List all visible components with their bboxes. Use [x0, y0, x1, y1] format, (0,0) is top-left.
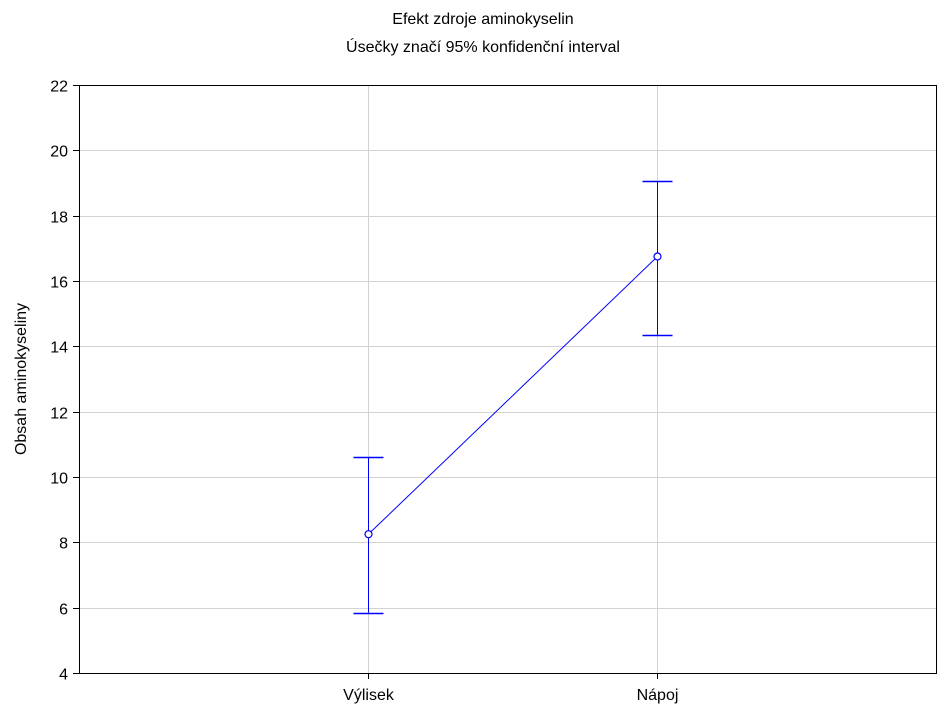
plot-frame: [79, 85, 937, 674]
y-tick-label: 4: [59, 667, 68, 684]
y-axis-label: Obsah aminokyseliny: [13, 303, 30, 455]
x-tick-label: Nápoj: [637, 687, 679, 704]
y-tick-label: 8: [59, 536, 68, 553]
y-tick-label: 12: [50, 406, 68, 423]
chart-title: Efekt zdroje aminokyselin: [392, 11, 573, 28]
y-tick-label: 10: [50, 471, 68, 488]
data-point: [653, 252, 662, 261]
y-tick-label: 16: [50, 275, 68, 292]
x-tick-label: Výlisek: [343, 687, 395, 704]
series: [353, 180, 673, 615]
y-tick-label: 18: [50, 210, 68, 227]
y-tick-label: 20: [50, 144, 68, 161]
y-tick-label: 6: [59, 602, 68, 619]
series-line: [368, 256, 658, 535]
chart-subtitle: Úsečky značí 95% konfidenční interval: [346, 37, 620, 56]
y-tick-label: 14: [50, 340, 68, 357]
grid: [79, 85, 937, 673]
axes: 4 6 8 10 12 14 16 18 20 22 Výlisek Nápoj: [50, 79, 937, 704]
y-tick-label: 22: [50, 79, 68, 96]
data-point: [364, 530, 373, 539]
